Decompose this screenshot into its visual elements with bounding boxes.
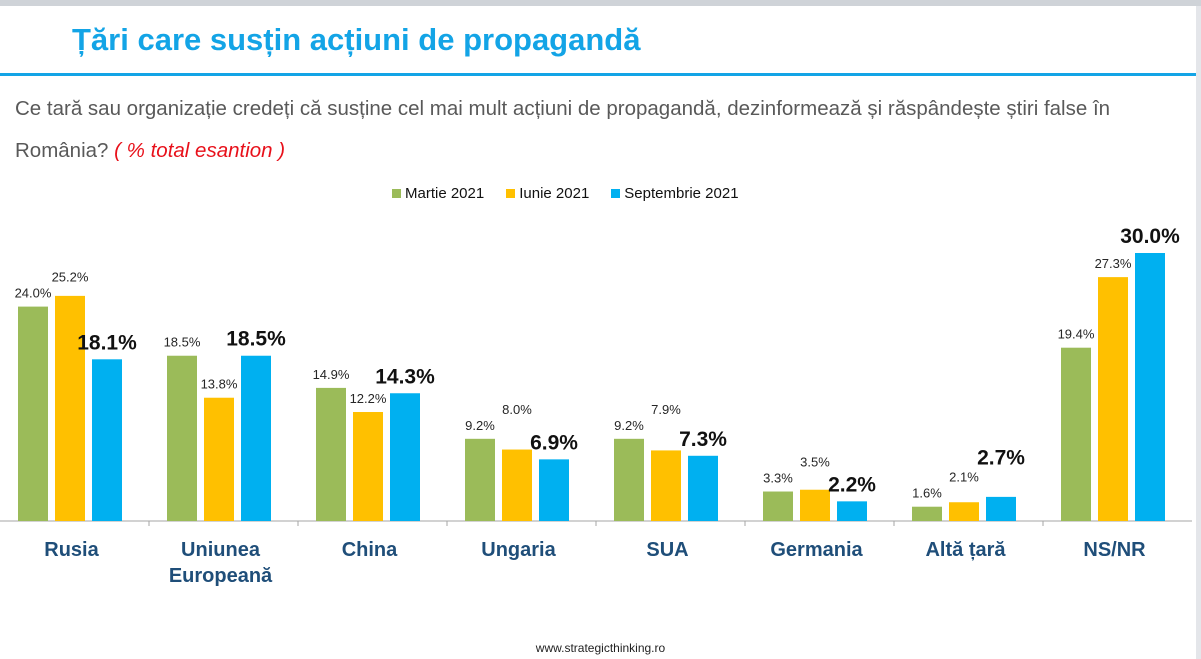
data-label-1-6: 3.3%	[763, 471, 793, 486]
data-label-3-6: 2.2%	[828, 473, 876, 496]
category-label-line: Europeană	[169, 565, 273, 587]
survey-question: Ce tară sau organizație credeți că susți…	[15, 88, 1190, 172]
legend-item-septembrie: Septembrie 2021	[611, 185, 739, 202]
legend-swatch-septembrie	[611, 189, 621, 198]
bar-2-7	[949, 502, 979, 521]
legend-item-martie: Martie 2021	[392, 185, 484, 202]
bar-1-7	[912, 506, 942, 521]
data-label-2-7: 2.1%	[949, 470, 979, 485]
data-label-1-5: 9.2%	[614, 418, 644, 433]
category-label-5: SUA	[646, 539, 688, 561]
slide-edge	[1196, 6, 1201, 659]
data-label-3-7: 2.7%	[977, 447, 1025, 470]
legend-label-iunie: Iunie 2021	[519, 185, 590, 202]
data-label-2-5: 7.9%	[651, 402, 681, 417]
data-label-1-8: 19.4%	[1058, 327, 1095, 342]
data-label-2-6: 3.5%	[800, 455, 830, 470]
bar-chart: 24.0%25.2% 18.1% Rusia 18.5% 13.8% 18.5% Uniun…	[0, 225, 1192, 587]
category-label-1: Rusia	[44, 539, 99, 561]
bar-2-5	[651, 450, 681, 521]
category-label-3: China	[342, 539, 398, 561]
category-label-line: China	[342, 539, 398, 561]
data-label-3-2: 18.5%	[226, 328, 286, 351]
bar-1-6	[763, 491, 793, 521]
bar-3-6	[837, 501, 867, 521]
title-underline	[0, 73, 1196, 76]
data-label-1-7: 1.6%	[912, 486, 942, 501]
footer-url: www.strategicthinking.ro	[535, 641, 666, 655]
category-label-line: Altă țară	[925, 539, 1006, 561]
legend-swatch-iunie	[506, 189, 516, 198]
data-label-1-3: 14.9%	[313, 367, 350, 382]
data-label-3-5: 7.3%	[679, 428, 727, 451]
bar-1-8	[1061, 347, 1091, 521]
page-title: Țări care susțin acțiuni de propagandă	[72, 22, 641, 57]
bar-2-8	[1098, 277, 1128, 521]
bar-1-2	[167, 355, 197, 521]
question-text: Ce tară sau organizație credeți că susți…	[15, 97, 1111, 162]
category-label-6: Germania	[770, 539, 863, 561]
data-label-1-2: 18.5%	[164, 335, 201, 350]
legend-label-septembrie: Septembrie 2021	[624, 185, 739, 202]
data-label-2-3: 12.2%	[350, 391, 387, 406]
category-label-line: Ungaria	[481, 539, 556, 561]
category-label-line: SUA	[646, 539, 688, 561]
data-label-3-8: 30.0%	[1120, 225, 1180, 248]
category-label-4: Ungaria	[481, 539, 556, 561]
bar-2-4	[502, 449, 532, 521]
bar-1-3	[316, 387, 346, 521]
bar-3-1	[92, 359, 122, 521]
data-label-2-8: 27.3%	[1095, 256, 1132, 271]
category-label-7: Altă țară	[925, 539, 1006, 561]
data-label-2-1: 25.2%	[52, 270, 89, 285]
data-label-2-4: 8.0%	[502, 402, 532, 417]
legend-item-iunie: Iunie 2021	[506, 185, 589, 202]
bar-2-2	[204, 397, 234, 521]
data-label-3-4: 6.9%	[530, 431, 578, 454]
bar-3-2	[241, 355, 271, 521]
sample-note: ( % total esantion )	[114, 139, 286, 162]
bar-1-1	[18, 306, 48, 521]
bar-3-3	[390, 393, 420, 521]
legend-label-martie: Martie 2021	[405, 185, 485, 202]
category-label-2: Uniunea Europeană	[169, 539, 273, 587]
chart-legend: Martie 2021 Iunie 2021 Septembrie 2021	[392, 185, 739, 202]
category-label-line: Uniunea	[181, 539, 261, 561]
data-label-1-1: 24.0%	[15, 286, 52, 301]
bar-3-8	[1135, 253, 1165, 521]
bar-1-5	[614, 438, 644, 521]
category-label-line: NS/NR	[1083, 539, 1146, 561]
data-label-2-2: 13.8%	[201, 377, 238, 392]
top-bar	[0, 0, 1201, 6]
category-label-line: Rusia	[44, 539, 99, 561]
bar-2-1	[55, 295, 85, 521]
data-label-3-1: 18.1%	[77, 331, 137, 354]
bar-3-4	[539, 459, 569, 521]
legend-swatch-martie	[392, 189, 401, 198]
data-label-3-3: 14.3%	[375, 365, 435, 388]
bar-2-6	[800, 489, 830, 521]
category-label-8: NS/NR	[1083, 539, 1146, 561]
bar-2-3	[353, 412, 383, 521]
category-label-line: Germania	[770, 539, 863, 561]
data-label-1-4: 9.2%	[465, 418, 495, 433]
bar-3-5	[688, 455, 718, 521]
bar-1-4	[465, 438, 495, 521]
bar-3-7	[986, 496, 1016, 521]
